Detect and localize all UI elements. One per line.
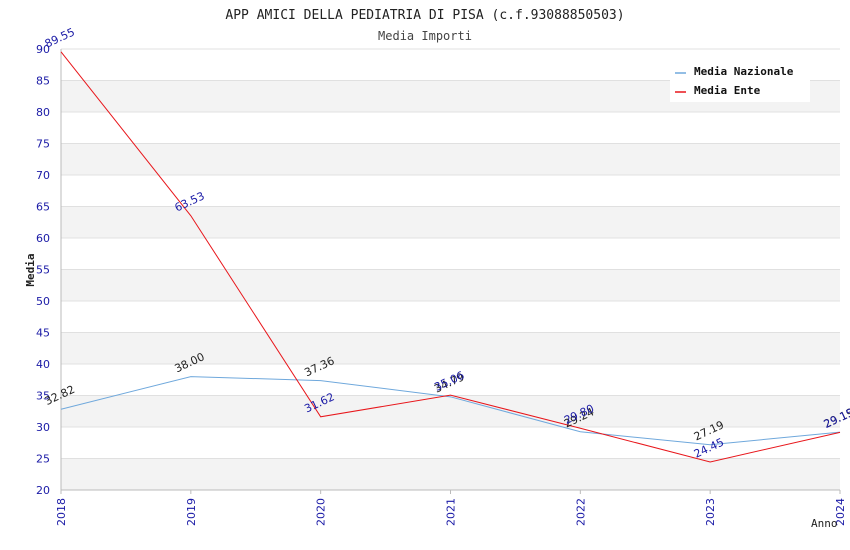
x-tick-label: 2022 — [574, 498, 587, 526]
x-tick-label: 2023 — [704, 498, 717, 526]
grid-band — [61, 332, 840, 364]
grid-band — [61, 206, 840, 238]
y-tick-label: 35 — [36, 390, 50, 403]
y-tick-label: 30 — [36, 421, 50, 434]
x-tick-label: 2021 — [445, 498, 458, 526]
legend: Media Nazionale Media Ente — [670, 60, 810, 102]
grid-band — [61, 458, 840, 490]
y-tick-label: 50 — [36, 295, 50, 308]
y-tick-label: 20 — [36, 484, 50, 497]
x-tick-labels: 2018 2019 2020 2021 2022 2023 2024 — [55, 490, 847, 526]
x-tick-label: 2024 — [834, 498, 847, 526]
y-tick-label: 45 — [36, 327, 50, 340]
grid-band — [61, 269, 840, 301]
grid-band — [61, 143, 840, 175]
x-tick-label: 2018 — [55, 498, 68, 526]
data-label: 89.55 — [43, 25, 77, 50]
y-tick-label: 25 — [36, 453, 50, 466]
y-tick-label: 85 — [36, 75, 50, 88]
y-axis-label: Media — [24, 253, 37, 286]
x-tick-label: 2020 — [315, 498, 328, 526]
y-tick-label: 75 — [36, 138, 50, 151]
x-tick-label: 2019 — [185, 498, 198, 526]
y-tick-label: 55 — [36, 264, 50, 277]
y-tick-label: 60 — [36, 232, 50, 245]
legend-label-media-nazionale: Media Nazionale — [694, 65, 794, 78]
series-line-1 — [60, 51, 841, 463]
legend-box — [670, 60, 810, 102]
chart-subtitle: Media Importi — [378, 29, 472, 43]
grid-band — [61, 395, 840, 427]
y-tick-label: 90 — [36, 43, 50, 56]
series-line-0 — [60, 376, 841, 446]
plot-bands — [61, 80, 840, 490]
legend-label-media-ente: Media Ente — [694, 84, 761, 97]
y-tick-label: 80 — [36, 106, 50, 119]
series-lines — [60, 51, 841, 463]
y-tick-label: 40 — [36, 358, 50, 371]
chart-title: APP AMICI DELLA PEDIATRIA DI PISA (c.f.9… — [225, 8, 624, 23]
x-axis-label: Anno — [811, 517, 838, 530]
y-tick-label: 65 — [36, 201, 50, 214]
y-tick-label: 70 — [36, 169, 50, 182]
y-tick-labels: 20 25 30 35 40 45 50 55 60 65 70 75 80 85 90 — [36, 43, 50, 497]
